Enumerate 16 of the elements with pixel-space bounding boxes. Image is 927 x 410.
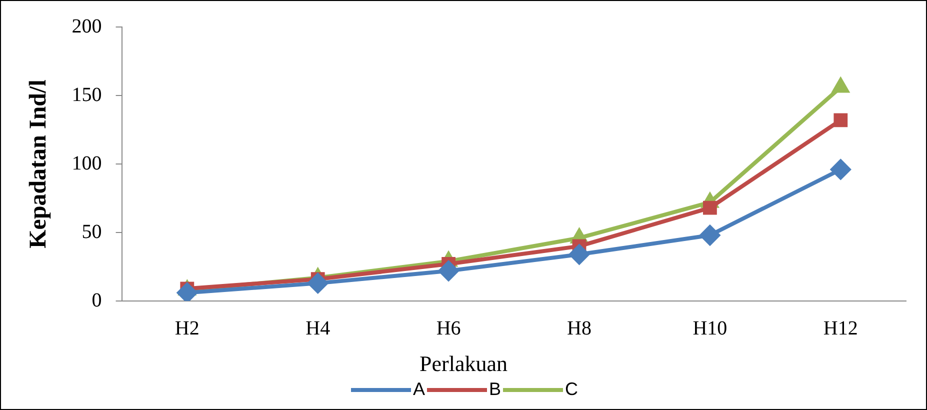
y-tick-label: 200 — [72, 15, 102, 38]
y-tick-label: 0 — [92, 289, 102, 312]
x-tick-label: H2 — [174, 317, 200, 340]
y-tick-label: 150 — [72, 84, 102, 106]
y-tick-label: 100 — [72, 152, 102, 174]
x-axis-title: Perlakuan — [418, 351, 508, 377]
x-tick-label: H12 — [823, 317, 858, 340]
x-tick-label: H6 — [436, 317, 461, 340]
x-tick-label: H4 — [306, 317, 330, 340]
y-tick-label: 50 — [82, 220, 102, 243]
y-axis-title: Kepadatan Ind/l — [26, 79, 52, 248]
x-tick-label: H8 — [567, 317, 592, 340]
legend-label: A — [412, 379, 425, 400]
legend-label: B — [488, 379, 502, 400]
x-tick-label: H10 — [692, 317, 728, 340]
legend-label: C — [564, 379, 578, 400]
